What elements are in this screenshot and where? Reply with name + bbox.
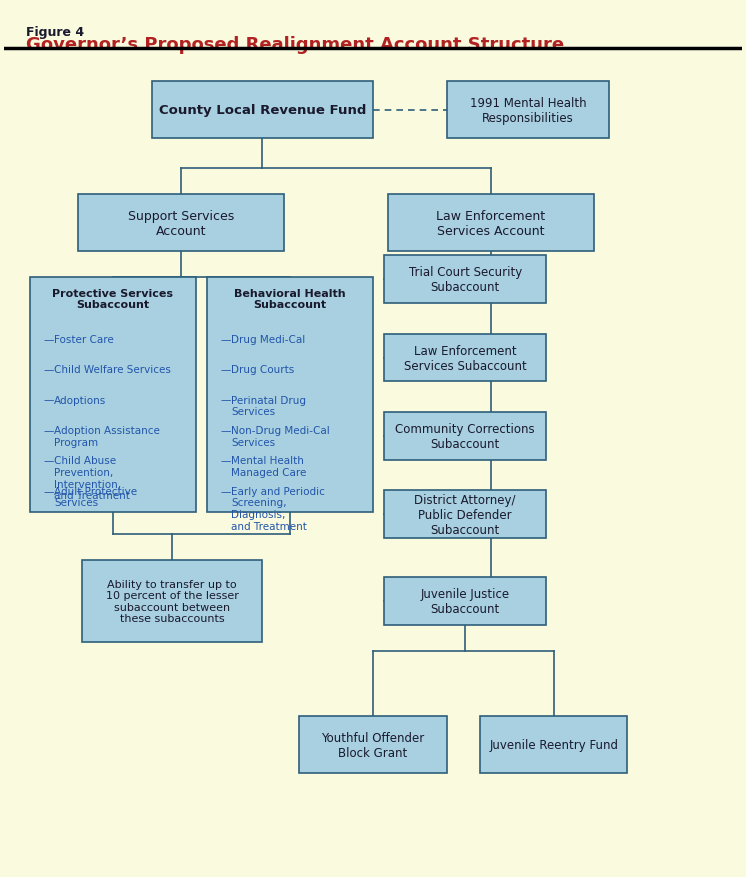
FancyBboxPatch shape [81,560,263,643]
FancyBboxPatch shape [447,82,609,139]
Text: Drug Courts: Drug Courts [231,365,295,374]
Text: Adoptions: Adoptions [54,395,107,405]
FancyBboxPatch shape [207,278,373,512]
FancyBboxPatch shape [384,490,546,538]
FancyBboxPatch shape [78,196,284,252]
Text: Protective Services
Subaccount: Protective Services Subaccount [52,289,174,310]
FancyBboxPatch shape [30,278,196,512]
Text: Adoption Assistance
Program: Adoption Assistance Program [54,425,160,447]
Text: —: — [43,365,54,374]
Text: Juvenile Reentry Fund: Juvenile Reentry Fund [489,738,618,752]
Text: —: — [220,456,231,466]
FancyBboxPatch shape [480,717,627,773]
Text: —: — [43,456,54,466]
FancyBboxPatch shape [388,196,595,252]
Text: —: — [220,486,231,496]
FancyBboxPatch shape [384,412,546,460]
Text: District Attorney/
Public Defender
Subaccount: District Attorney/ Public Defender Subac… [415,493,516,536]
Text: Trial Court Security
Subaccount: Trial Court Security Subaccount [409,266,522,294]
Text: —: — [220,425,231,436]
Text: Drug Medi-Cal: Drug Medi-Cal [231,334,306,345]
FancyBboxPatch shape [384,334,546,382]
Text: Juvenile Justice
Subaccount: Juvenile Justice Subaccount [421,588,510,616]
Text: Governor’s Proposed Realignment Account Structure: Governor’s Proposed Realignment Account … [26,36,565,54]
Text: Figure 4: Figure 4 [26,26,84,39]
Text: Law Enforcement
Services Subaccount: Law Enforcement Services Subaccount [404,344,527,372]
Text: —: — [220,365,231,374]
Text: —: — [43,486,54,496]
Text: Perinatal Drug
Services: Perinatal Drug Services [231,395,307,417]
Text: Law Enforcement
Services Account: Law Enforcement Services Account [436,210,545,238]
Text: Non-Drug Medi-Cal
Services: Non-Drug Medi-Cal Services [231,425,330,447]
Text: Mental Health
Managed Care: Mental Health Managed Care [231,456,307,477]
Text: Adult Protective
Services: Adult Protective Services [54,486,137,508]
FancyBboxPatch shape [384,256,546,303]
Text: —: — [220,395,231,405]
Text: —: — [43,425,54,436]
Text: Ability to transfer up to
10 percent of the lesser
subaccount between
these suba: Ability to transfer up to 10 percent of … [105,579,239,624]
Text: Child Abuse
Prevention,
Intervention,
and Treatment: Child Abuse Prevention, Intervention, an… [54,456,131,501]
Text: Behavioral Health
Subaccount: Behavioral Health Subaccount [234,289,346,310]
Text: Youthful Offender
Block Grant: Youthful Offender Block Grant [322,731,424,759]
Text: —: — [220,334,231,345]
FancyBboxPatch shape [384,577,546,625]
Text: Community Corrections
Subaccount: Community Corrections Subaccount [395,423,535,450]
Text: Early and Periodic
Screening,
Diagnosis,
and Treatment: Early and Periodic Screening, Diagnosis,… [231,486,325,531]
Text: —: — [43,334,54,345]
Text: —: — [43,395,54,405]
FancyBboxPatch shape [299,717,447,773]
FancyBboxPatch shape [151,82,373,139]
Text: Foster Care: Foster Care [54,334,114,345]
Text: 1991 Mental Health
Responsibilities: 1991 Mental Health Responsibilities [469,96,586,125]
Text: Child Welfare Services: Child Welfare Services [54,365,171,374]
Text: Support Services
Account: Support Services Account [128,210,234,238]
Text: County Local Revenue Fund: County Local Revenue Fund [159,104,366,117]
